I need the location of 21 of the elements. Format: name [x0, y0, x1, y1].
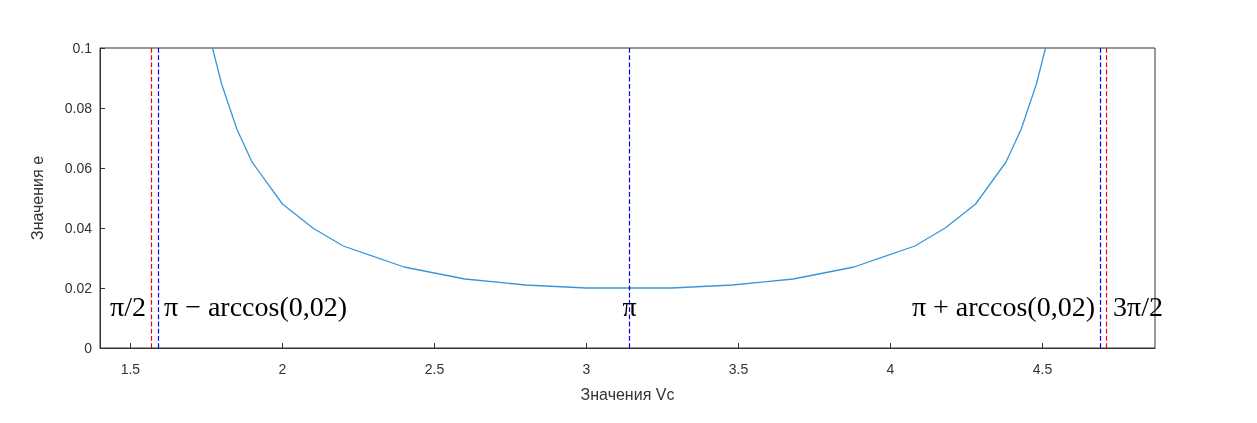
ref-line-label: π + arccos(0,02) — [911, 290, 1095, 322]
ref-line-label: π − arccos(0,02) — [164, 290, 348, 322]
x-axis-title: Значения Vc — [580, 385, 675, 403]
y-tick-label: 0.04 — [64, 220, 93, 236]
x-tick-label: 3 — [582, 361, 591, 377]
x-tick-label: 1.5 — [120, 361, 141, 377]
y-tick-label: 0.1 — [72, 40, 93, 56]
ref-line-label: 3π/2 — [1113, 290, 1164, 322]
y-tick-label: 0.02 — [64, 280, 93, 296]
x-tick-label: 4.5 — [1032, 361, 1053, 377]
line-series — [211, 47, 1047, 289]
x-tick-label: 3.5 — [728, 361, 749, 377]
y-tick-label: 0 — [84, 340, 93, 356]
x-tick-label: 4 — [886, 361, 895, 377]
y-axis-title: Значения e — [28, 155, 46, 241]
x-tick-label: 2 — [278, 361, 287, 377]
ref-line-label: π — [622, 290, 637, 322]
ref-line-label: π/2 — [110, 290, 146, 322]
x-tick-label: 2.5 — [424, 361, 445, 377]
y-tick-label: 0.06 — [64, 160, 93, 176]
y-tick-label: 0.08 — [64, 100, 93, 116]
